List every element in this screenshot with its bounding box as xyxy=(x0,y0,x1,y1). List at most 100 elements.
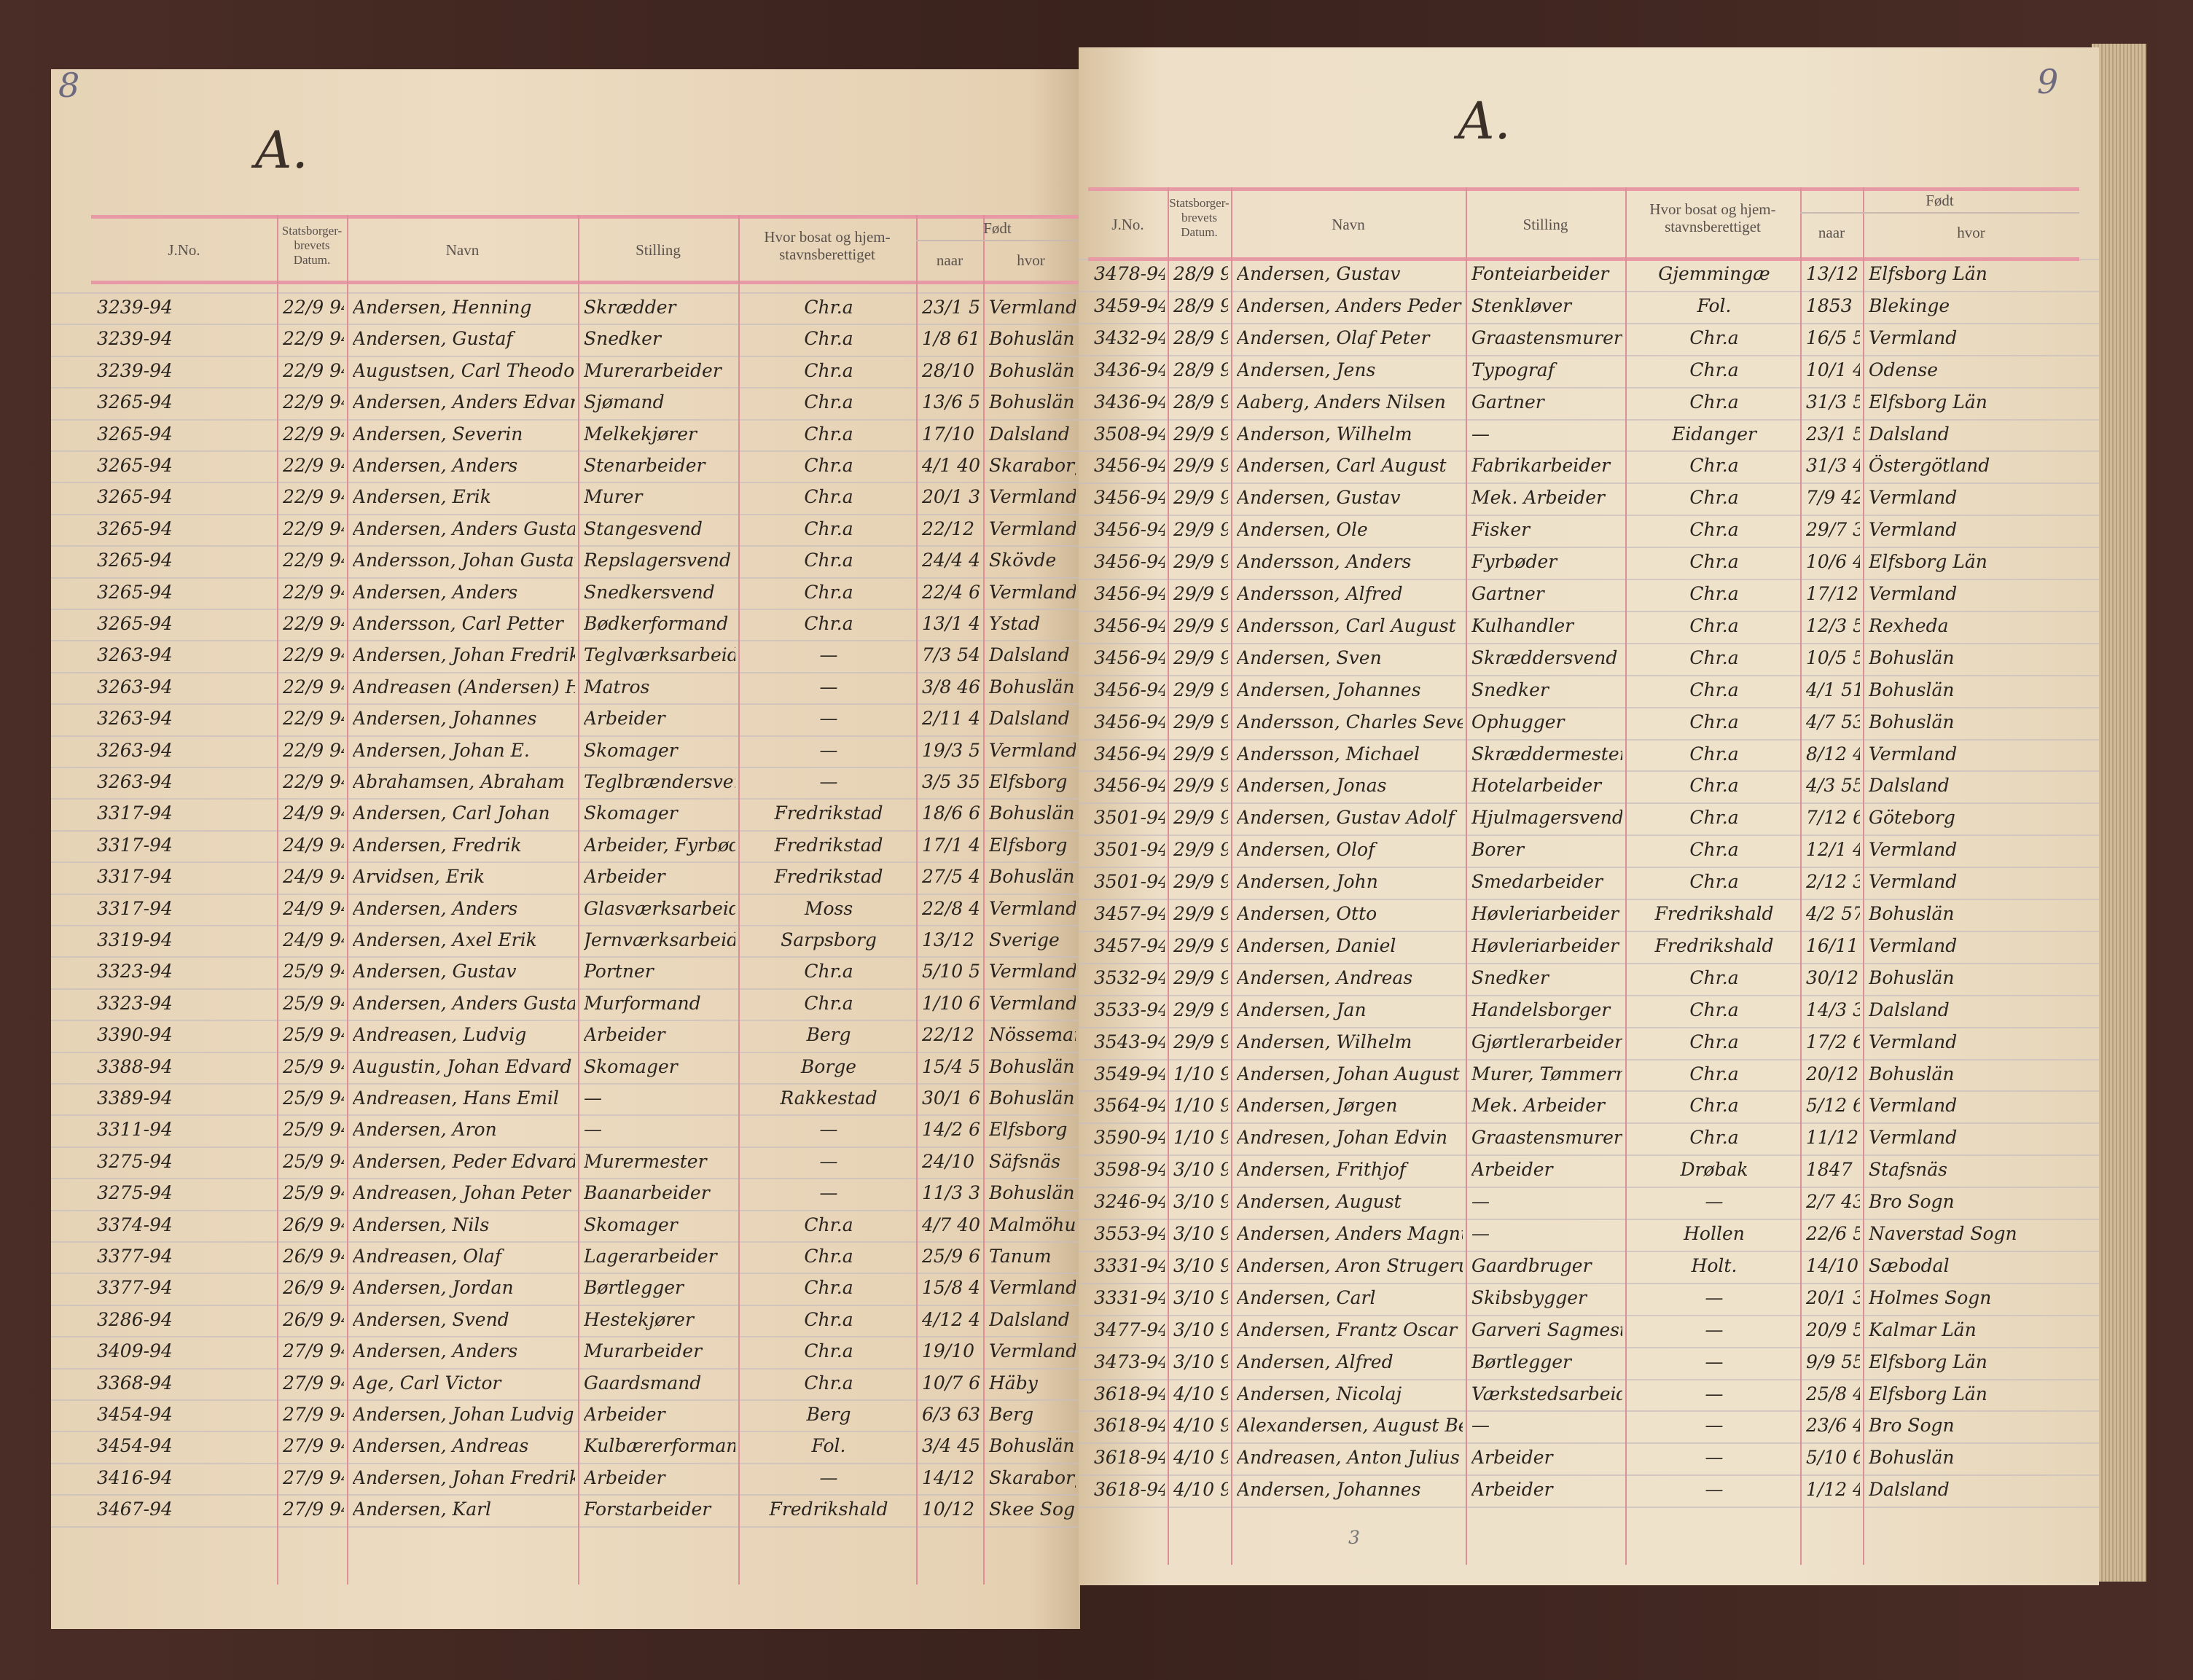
cell-navn: Andersen, Olaf Peter xyxy=(1237,327,1430,348)
table-row: 3263-94 22/9 94 Andersen, Johan Fredrik Teg… xyxy=(51,640,1080,671)
table-row: 3473-94 3/10 94 Andersen, Alfred Børtlegger… xyxy=(1079,1347,2099,1379)
cell-jno: 3275-94 xyxy=(97,1182,173,1204)
cell-jno: 3388-94 xyxy=(97,1055,173,1077)
cell-stilling: Snedkersvend xyxy=(584,581,715,603)
table-row: 3618-94 4/10 94 Alexandersen, August Bernh… xyxy=(1079,1410,2099,1442)
ruled-line xyxy=(51,798,1080,800)
cell-naar: 16/5 50 xyxy=(1806,327,1860,348)
ruled-line xyxy=(51,577,1080,579)
cell-naar: 10/5 50 xyxy=(1806,646,1860,668)
header-navn: Navn xyxy=(1332,216,1365,233)
table-row: 3459-94 28/9 94 Andersen, Anders Peder Sten… xyxy=(1079,291,2099,323)
cell-bosat: Chr.a xyxy=(804,1308,853,1330)
cell-hvor: Bohuslän xyxy=(1869,1447,1955,1469)
cell-bosat: — xyxy=(1705,1191,1724,1213)
cell-stilling: Børtlegger xyxy=(1471,1351,1571,1372)
cell-naar: 3/4 45 xyxy=(922,1435,980,1457)
ruled-line xyxy=(51,1146,1080,1148)
cell-jno: 3436-94 xyxy=(1094,391,1165,413)
cell-naar: 4/2 57 xyxy=(1806,903,1860,924)
cell-stilling: Skræddersvend xyxy=(1471,646,1618,668)
cell-datum: 29/9 94 xyxy=(1173,551,1228,573)
cell-datum: 22/9 94 xyxy=(283,297,344,318)
cell-stilling: Teglværksarbeider xyxy=(584,644,735,666)
cell-bosat: Eidanger xyxy=(1671,423,1756,445)
cell-navn: Andersen, Olof xyxy=(1237,839,1375,861)
cell-jno: 3456-94 xyxy=(1094,487,1165,509)
cell-naar: 11/12 44 xyxy=(1806,1127,1860,1149)
cell-jno: 3265-94 xyxy=(97,517,173,539)
cell-bosat: — xyxy=(1705,1415,1724,1437)
ruled-line xyxy=(1079,1282,2099,1284)
cell-hvor: Vermland xyxy=(1869,743,1958,765)
cell-navn: Andersen, Jørgen xyxy=(1237,1095,1398,1117)
cell-jno: 3239-94 xyxy=(97,359,173,381)
cell-navn: Andreasen, Olaf xyxy=(353,1246,502,1267)
cell-bosat: Chr.a xyxy=(1689,1063,1739,1085)
cell-datum: 29/9 94 xyxy=(1173,807,1228,829)
cell-bosat: — xyxy=(1705,1479,1724,1501)
cell-naar: 3/5 35 xyxy=(922,771,980,792)
cell-hvor: Vermland xyxy=(1869,839,1958,861)
cell-navn: Andersen, Axel Erik xyxy=(353,929,537,950)
cell-jno: 3553-94 xyxy=(1094,1223,1165,1244)
cell-naar: 1/8 61 xyxy=(922,328,980,350)
table-row: 3317-94 24/9 94 Andersen, Fredrik Arbeider,… xyxy=(51,830,1080,862)
table-row: 3456-94 29/9 94 Andersen, Gustav Mek. Arbei… xyxy=(1079,482,2099,515)
table-row: 3331-94 3/10 94 Andersen, Aron Strugerud Ga… xyxy=(1079,1251,2099,1283)
cell-naar: 29/7 33 xyxy=(1806,519,1860,541)
cell-hvor: Göteborg xyxy=(1869,807,1955,829)
cell-jno: 3618-94 xyxy=(1094,1447,1165,1469)
cell-naar: 18/6 64 xyxy=(922,802,980,824)
cell-navn: Andersen, Johan Fredrik xyxy=(353,644,575,666)
cell-bosat: Chr.a xyxy=(804,423,853,445)
cell-stilling: Skrædder xyxy=(584,297,676,318)
cell-datum: 29/9 94 xyxy=(1173,934,1228,956)
cell-bosat: Chr.a xyxy=(1689,359,1739,380)
cell-hvor: Vermland xyxy=(989,739,1076,761)
ruled-line xyxy=(1079,674,2099,676)
cell-hvor: Vermland xyxy=(989,897,1076,919)
cell-jno: 3456-94 xyxy=(1094,551,1165,573)
cell-naar: 10/6 49 xyxy=(1806,551,1860,573)
cell-datum: 26/9 94 xyxy=(283,1277,344,1299)
cell-naar: 13/6 56 xyxy=(922,391,980,413)
ruled-line xyxy=(1079,706,2099,708)
ruled-line xyxy=(51,1367,1080,1370)
cell-stilling: Murarbeider xyxy=(584,1340,703,1362)
header-stilling: Stilling xyxy=(636,241,681,259)
table-row: 3239-94 22/9 94 Augustsen, Carl Theodor Mur… xyxy=(51,356,1080,387)
cell-datum: 27/9 94 xyxy=(283,1499,344,1520)
fodt-subheader-rule xyxy=(916,240,1079,241)
cell-stilling: Høvleriarbeider xyxy=(1471,903,1619,924)
cell-navn: Andersen, August xyxy=(1237,1191,1402,1213)
table-row: 3564-94 1/10 94 Andersen, Jørgen Mek. Arbei… xyxy=(1079,1090,2099,1122)
ruled-line xyxy=(1079,1026,2099,1028)
cell-naar: 1/12 40 xyxy=(1806,1479,1860,1501)
cell-stilling: Værkstedsarbeider xyxy=(1471,1383,1622,1404)
cell-naar: 5/10 54 xyxy=(922,961,980,982)
cell-datum: 25/9 94 xyxy=(283,1182,344,1204)
table-row: 3456-94 29/9 94 Andersen, Ole Fisker Chr.a 29… xyxy=(1079,515,2099,547)
column-divider xyxy=(916,215,918,1585)
cell-naar: 14/12 50 xyxy=(922,1466,980,1488)
cell-navn: Andresen, Johan Edvin xyxy=(1237,1127,1448,1149)
ruled-line xyxy=(1079,1474,2099,1477)
cell-jno: 3331-94 xyxy=(1094,1254,1165,1276)
cell-stilling: Stangesvend xyxy=(584,517,703,539)
ruled-line xyxy=(1079,1314,2099,1316)
ruled-line xyxy=(1079,962,2099,964)
cell-hvor: Skövde xyxy=(989,550,1057,571)
cell-naar: 24/4 45 xyxy=(922,550,980,571)
cell-jno: 3377-94 xyxy=(97,1246,173,1267)
cell-stilling: — xyxy=(584,1087,602,1109)
cell-jno: 3409-94 xyxy=(97,1340,173,1362)
table-row: 3478-94 28/9 94 Andersen, Gustav Fonteiarbe… xyxy=(1079,259,2099,291)
cell-datum: 22/9 94 xyxy=(283,455,344,476)
cell-datum: 29/9 94 xyxy=(1173,999,1228,1020)
cell-navn: Andersen, Erik xyxy=(353,486,491,508)
ruled-line xyxy=(51,767,1080,768)
cell-jno: 3374-94 xyxy=(97,1214,173,1235)
table-row: 3454-94 27/9 94 Andersen, Johan Ludvig Arbe… xyxy=(51,1399,1080,1431)
cell-bosat: Chr.a xyxy=(1689,839,1739,861)
